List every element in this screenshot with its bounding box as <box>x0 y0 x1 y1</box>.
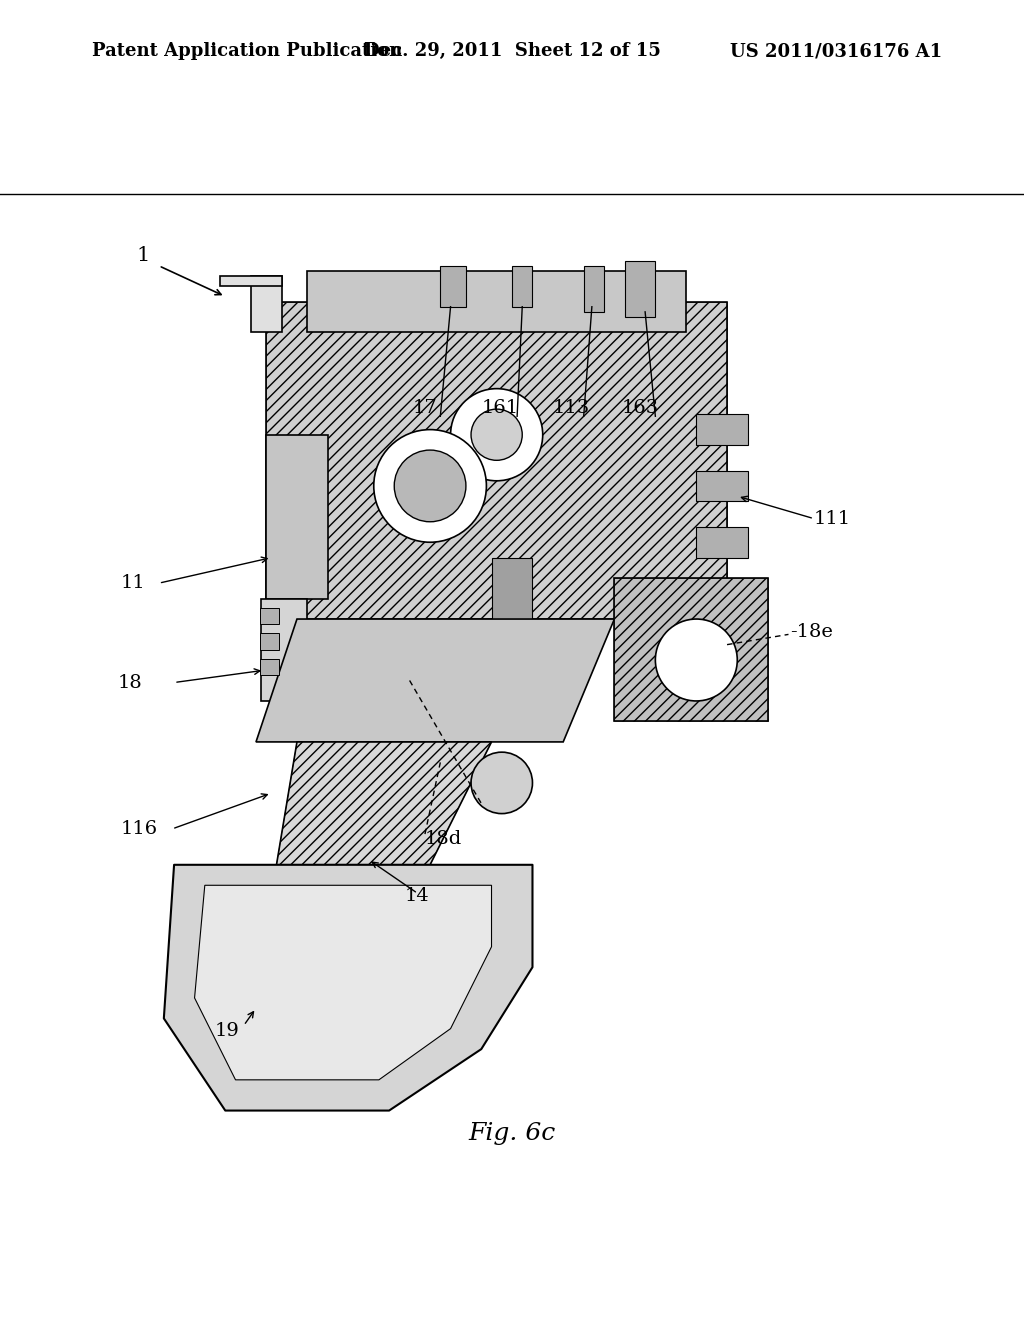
Polygon shape <box>614 578 768 722</box>
Polygon shape <box>256 619 614 742</box>
Polygon shape <box>625 260 655 317</box>
Text: 11: 11 <box>121 574 145 593</box>
Text: Dec. 29, 2011  Sheet 12 of 15: Dec. 29, 2011 Sheet 12 of 15 <box>364 42 660 61</box>
Polygon shape <box>261 598 307 701</box>
Polygon shape <box>260 634 279 649</box>
Polygon shape <box>251 276 282 333</box>
Polygon shape <box>260 607 279 624</box>
Polygon shape <box>276 742 492 865</box>
Text: 161: 161 <box>481 400 518 417</box>
Polygon shape <box>696 527 748 557</box>
Text: -18e: -18e <box>791 623 834 642</box>
Circle shape <box>374 429 486 543</box>
Polygon shape <box>164 865 532 1110</box>
Polygon shape <box>307 271 686 333</box>
Text: 163: 163 <box>622 400 658 417</box>
Circle shape <box>471 752 532 813</box>
Circle shape <box>394 450 466 521</box>
Text: 1: 1 <box>136 246 151 265</box>
Text: 18: 18 <box>118 673 142 692</box>
Text: 14: 14 <box>404 887 429 904</box>
Polygon shape <box>492 557 532 630</box>
Text: 17: 17 <box>413 400 437 417</box>
Text: Fig. 6c: Fig. 6c <box>468 1122 556 1144</box>
Text: 19: 19 <box>215 1022 240 1040</box>
Text: 18d: 18d <box>425 830 462 849</box>
Text: US 2011/0316176 A1: US 2011/0316176 A1 <box>730 42 942 61</box>
Polygon shape <box>220 276 282 286</box>
Polygon shape <box>584 265 604 312</box>
Text: Patent Application Publication: Patent Application Publication <box>92 42 402 61</box>
Circle shape <box>471 409 522 461</box>
Text: 116: 116 <box>121 820 158 838</box>
Polygon shape <box>696 414 748 445</box>
Polygon shape <box>260 659 279 676</box>
Polygon shape <box>266 301 727 619</box>
Text: 111: 111 <box>814 510 851 528</box>
Polygon shape <box>195 886 492 1080</box>
Polygon shape <box>512 265 532 306</box>
Circle shape <box>655 619 737 701</box>
Text: 113: 113 <box>553 400 590 417</box>
Polygon shape <box>440 265 466 306</box>
Polygon shape <box>696 470 748 502</box>
Circle shape <box>451 388 543 480</box>
Polygon shape <box>266 434 328 598</box>
